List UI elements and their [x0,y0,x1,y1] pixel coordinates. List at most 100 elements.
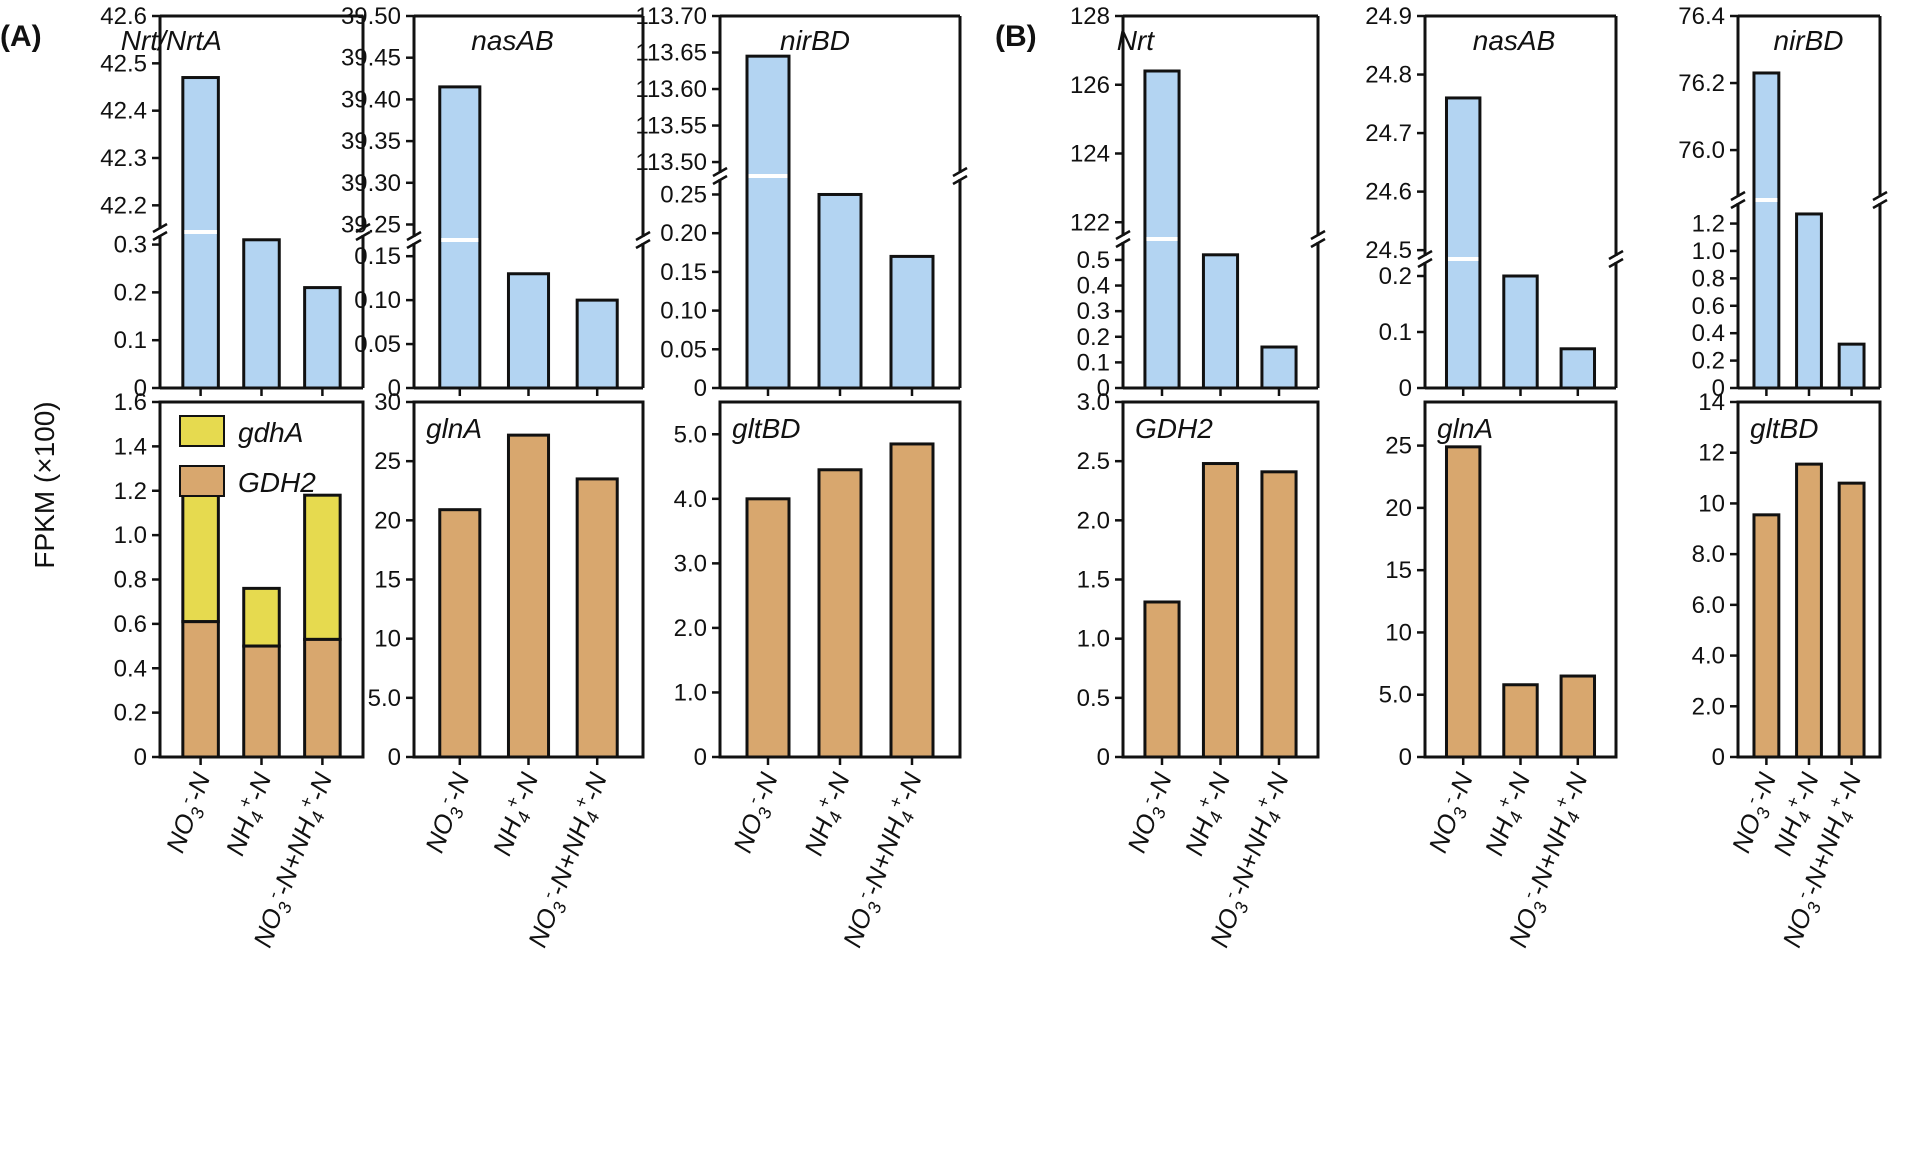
y-tick-label: 14 [1698,389,1725,416]
axis-break-slash [1730,190,1746,202]
bar-gdhA [242,586,281,648]
x-tick-label: NO3--N [158,768,220,858]
y-tick-label: 5.0 [368,685,401,712]
chart-3: 00.10.20.30.40.5 122 124 126 128 Nrt [1070,3,1326,402]
y-tick-label: 1.4 [114,433,147,460]
y-tick-label: 8.0 [1692,541,1725,568]
y-tick-label: 0.05 [660,336,707,363]
axis-break-slash [1115,229,1131,241]
gene-title: nasAB [471,25,554,56]
y-tick-label: 24.8 [1365,62,1412,89]
y-tick-label: 1.6 [114,389,147,416]
y-tick-label: 0 [1399,375,1412,402]
y-tick-label: 0 [388,375,401,402]
y-tick-label: 0 [134,744,147,771]
y-tick-label: 0.15 [660,259,707,286]
bar [889,254,935,390]
y-tick-label: 126 [1070,72,1110,99]
y-tick-label: 1.5 [1077,567,1110,594]
y-tick-label: 4.0 [674,486,707,513]
gene-title: nirBD [1774,25,1844,56]
x-tick-label: NO3--N [1119,768,1181,858]
y-tick-label: 0.10 [660,298,707,325]
x-tick-label-part: -N+NH [1223,814,1279,900]
y-tick-label: 3.0 [1077,389,1110,416]
y-tick-label: 0.4 [114,655,147,682]
y-tick-label: 0.2 [114,700,147,727]
y-tick-label: 0.2 [1379,263,1412,290]
y-tick-label: 122 [1070,209,1110,236]
y-tick-label: 0.3 [1077,298,1110,325]
axis-break-slash [152,230,168,242]
y-tick-label: 0.6 [114,611,147,638]
bar [1143,600,1181,759]
y-tick-label: 113.55 [635,113,707,140]
bar [1752,71,1781,390]
bar [1559,347,1597,390]
bar [1444,445,1482,759]
y-tick-label: 2.5 [1077,448,1110,475]
bar [817,192,863,390]
bar [817,468,863,759]
y-tick-label: 1.0 [1692,238,1725,265]
y-tick-label: 15 [1385,557,1412,584]
bar [1444,96,1482,390]
y-tick-label: 76.4 [1678,3,1725,30]
axis-break-slash [712,174,728,186]
y-tick-label: 2.0 [1692,693,1725,720]
y-tick-label: 24.7 [1365,120,1412,147]
axis-break-slash [1730,198,1746,210]
y-tick-label: 10 [1385,619,1412,646]
y-tick-label: 39.25 [341,211,401,238]
y-tick-label: 0.4 [1692,320,1725,347]
axis-break-slash [355,222,371,234]
axis-break-slash [406,238,422,250]
y-tick-label: 39.50 [341,3,401,30]
chart-4: 0 0.1 0.224.5 24.6 24.7 24.8 24.9 nasAB [1365,3,1624,402]
chart-6: gdhA GDH2 0 0.2 0.4 0.6 0.8 1.0 1.2 1.4 1.6 NO3--NN… [114,389,365,951]
panel-label-a: (A) [0,20,42,53]
bar [506,272,551,390]
axis-break-slash [635,230,651,242]
x-tick-label: NH4+-N [796,768,859,861]
y-tick-label: 0.6 [1692,293,1725,320]
bar [1837,342,1866,390]
x-tick-label: NO3--N [1421,768,1483,858]
bar-gdhA [303,493,342,641]
y-tick-label: 0 [1097,375,1110,402]
y-tick-label: 20 [1385,495,1412,522]
chart-8: gltBD01.02.03.04.05.0NO3--NNH4+-NNO3--N+… [674,400,962,951]
legend-label-GDH2: GDH2 [238,467,316,498]
bar [242,238,281,390]
axis-break-slash [406,230,422,242]
y-tick-label: 0.1 [1379,319,1412,346]
y-tick-label: 113.60 [635,76,707,103]
bar [1559,674,1597,759]
bar [1502,683,1539,759]
bar-GDH2 [181,620,220,759]
y-tick-label: 1.2 [114,478,147,505]
axis-break-slash [1417,257,1433,269]
y-tick-label: 0.2 [1077,324,1110,351]
y-tick-label: 128 [1070,3,1110,30]
chart-1: 0 0.05 0.10 0.15 39.25 39.30 39.35 39.40 39.45 39… [341,3,651,402]
bar [1795,212,1823,390]
bar [575,298,619,390]
y-tick-label: 5.0 [674,421,707,448]
y-tick-label: 0.8 [114,567,147,594]
y-tick-label: 113.70 [635,3,707,30]
x-tick-label: NH4+-N [218,768,281,861]
bar [1260,470,1298,759]
y-tick-label: 0.5 [1077,247,1110,274]
axis-break-slash [1115,237,1131,249]
y-tick-label: 0.1 [114,327,147,354]
axis-break-slash [635,238,651,250]
y-tick-label: 0 [694,744,707,771]
y-tick-label: 76.0 [1678,137,1725,164]
y-tick-label: 113.65 [635,40,707,67]
y-tick-label: 25 [1385,433,1412,460]
x-tick-label-part: -N+NH [266,814,322,900]
legend-swatch-gdhA [179,415,225,447]
